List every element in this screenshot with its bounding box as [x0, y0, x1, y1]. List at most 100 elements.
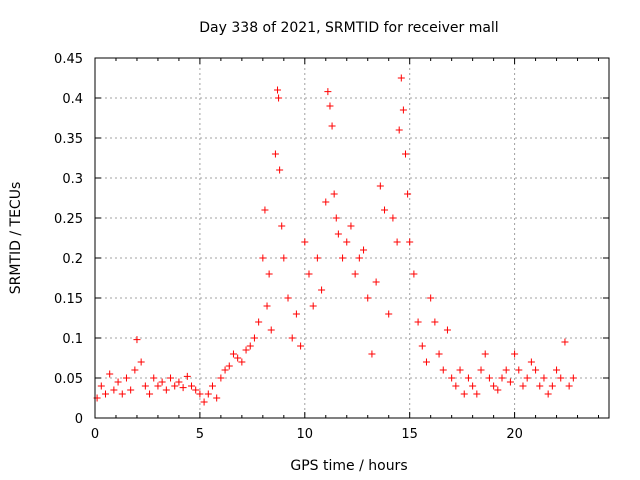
x-tick-label: 0 — [91, 427, 99, 442]
data-point — [265, 270, 273, 278]
data-point — [259, 254, 267, 262]
data-point — [410, 270, 418, 278]
data-point — [292, 310, 300, 318]
data-point — [167, 374, 175, 382]
data-point — [397, 74, 405, 82]
data-point — [519, 382, 527, 390]
data-point — [146, 390, 154, 398]
data-point — [114, 378, 122, 386]
gridlines — [95, 58, 609, 418]
data-point — [213, 394, 221, 402]
data-point — [127, 386, 135, 394]
y-tick-label: 0.3 — [62, 172, 83, 187]
data-point — [171, 382, 179, 390]
data-point — [439, 366, 447, 374]
data-point — [200, 398, 208, 406]
y-tick-label: 0.4 — [62, 92, 83, 107]
data-point — [263, 302, 271, 310]
data-point — [276, 166, 284, 174]
chart-title: Day 338 of 2021, SRMTID for receiver mal… — [199, 20, 498, 36]
data-point — [557, 374, 565, 382]
data-point — [347, 222, 355, 230]
data-point — [427, 294, 435, 302]
data-point — [523, 374, 531, 382]
data-point — [122, 374, 130, 382]
data-point — [106, 370, 114, 378]
data-point — [435, 350, 443, 358]
data-point — [284, 294, 292, 302]
data-point — [229, 350, 237, 358]
data-point — [238, 358, 246, 366]
data-point — [162, 386, 170, 394]
y-axis-label: SRMTID / TECUs — [8, 182, 24, 295]
data-point — [255, 318, 263, 326]
data-point — [364, 294, 372, 302]
data-point — [101, 390, 109, 398]
data-point — [527, 358, 535, 366]
data-point — [351, 270, 359, 278]
points-layer — [93, 74, 577, 406]
data-point — [511, 350, 519, 358]
x-tick-label: 10 — [297, 427, 314, 442]
data-point — [204, 390, 212, 398]
data-point — [118, 390, 126, 398]
data-point — [324, 88, 332, 96]
data-point — [133, 336, 141, 344]
x-tick-label: 15 — [401, 427, 418, 442]
data-point — [494, 386, 502, 394]
data-point — [334, 230, 342, 238]
data-point — [313, 254, 321, 262]
data-point — [401, 150, 409, 158]
data-point — [322, 198, 330, 206]
data-point — [540, 374, 548, 382]
data-point — [395, 126, 403, 134]
x-tick-label: 20 — [506, 427, 523, 442]
data-point — [381, 206, 389, 214]
data-point — [422, 358, 430, 366]
data-point — [208, 382, 216, 390]
data-point — [393, 238, 401, 246]
data-point — [456, 366, 464, 374]
data-point — [389, 214, 397, 222]
data-point — [460, 390, 468, 398]
data-point — [355, 254, 363, 262]
data-point — [175, 378, 183, 386]
data-point — [498, 374, 506, 382]
y-tick-label: 0.35 — [54, 132, 83, 147]
data-point — [110, 386, 118, 394]
data-point — [506, 378, 514, 386]
data-point — [490, 382, 498, 390]
data-point — [339, 254, 347, 262]
data-point — [328, 122, 336, 130]
data-point — [188, 382, 196, 390]
data-point — [448, 374, 456, 382]
data-point — [418, 342, 426, 350]
data-point — [332, 214, 340, 222]
data-point — [97, 382, 105, 390]
data-point — [309, 302, 317, 310]
data-point — [250, 334, 258, 342]
data-point — [326, 102, 334, 110]
data-point — [553, 366, 561, 374]
data-point — [464, 374, 472, 382]
data-point — [452, 382, 460, 390]
data-point — [473, 390, 481, 398]
data-point — [343, 238, 351, 246]
data-point — [267, 326, 275, 334]
data-point — [192, 386, 200, 394]
data-point — [376, 182, 384, 190]
data-point — [318, 286, 326, 294]
y-tick-label: 0.25 — [54, 212, 83, 227]
data-point — [246, 342, 254, 350]
data-point — [481, 350, 489, 358]
data-point — [217, 374, 225, 382]
data-point — [406, 238, 414, 246]
data-point — [330, 190, 338, 198]
data-point — [196, 390, 204, 398]
data-point — [137, 358, 145, 366]
data-point — [548, 382, 556, 390]
data-point — [532, 366, 540, 374]
data-point — [274, 86, 282, 94]
data-point — [544, 390, 552, 398]
